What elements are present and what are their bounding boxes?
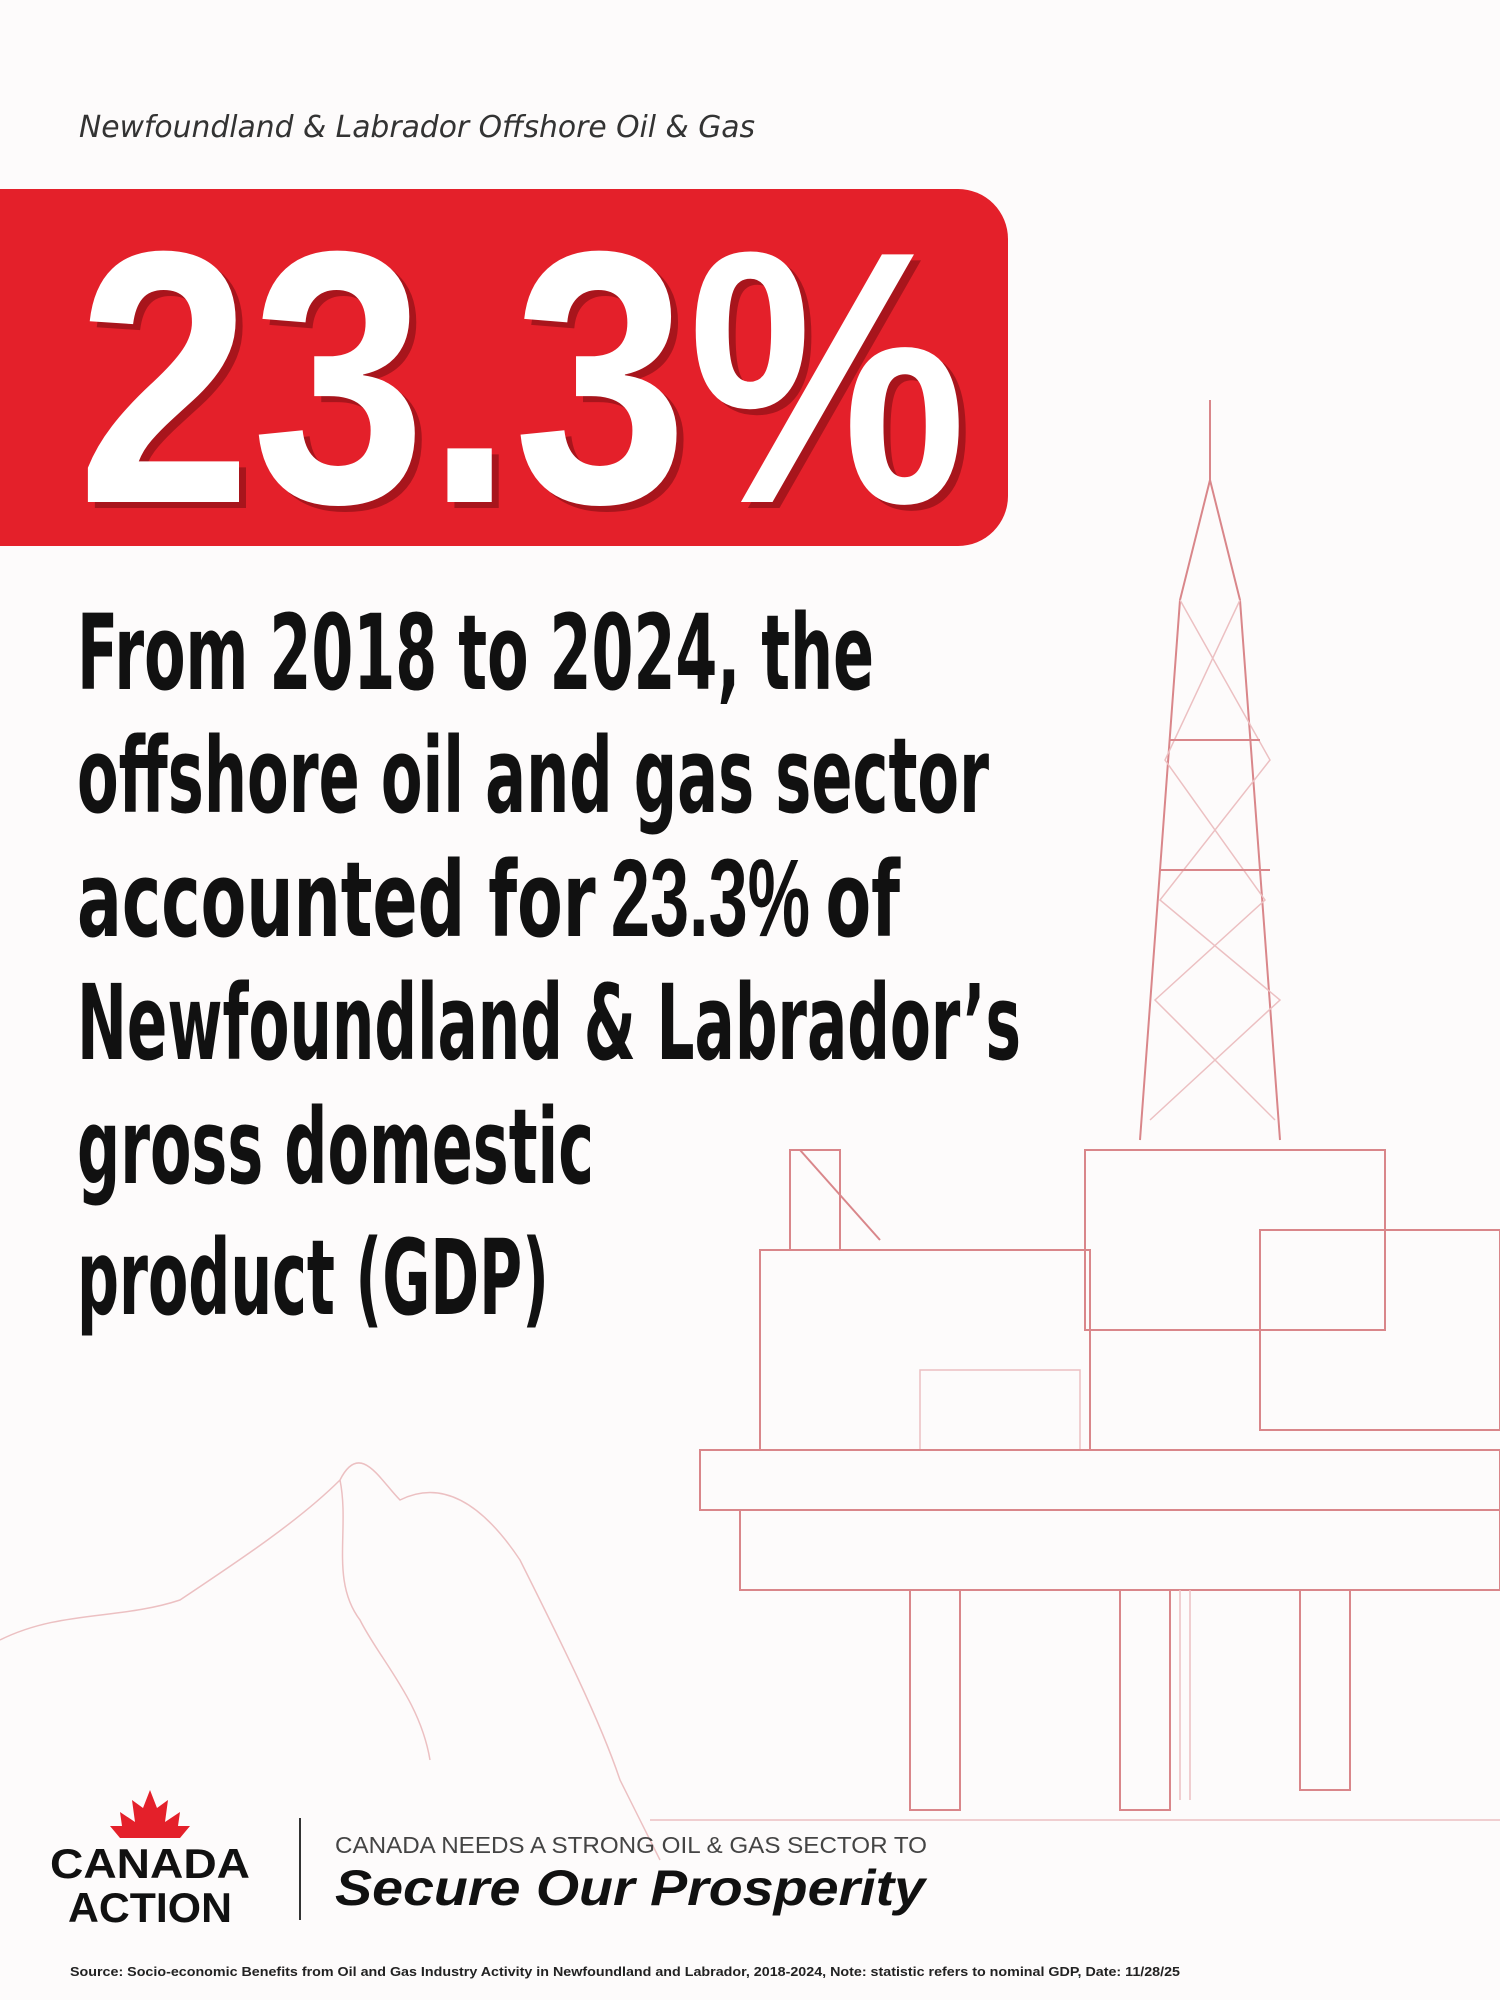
crane-boom: [799, 1149, 881, 1241]
rig-illustration: [0, 400, 1500, 1861]
headline-shadow: 23.3%: [84, 183, 974, 585]
module: [1259, 1229, 1500, 1431]
statement-line: offshore oil and gas sector: [77, 715, 989, 837]
crane-base: [789, 1149, 841, 1250]
derrick-bracing: [1149, 599, 1282, 1121]
statement-text: of: [825, 839, 901, 961]
statement-highlight: 23.3%: [611, 837, 810, 960]
rig-leg: [909, 1589, 961, 1811]
statement-line: Newfoundland & Labrador’s: [77, 962, 1021, 1084]
tagline-main: Secure Our Prosperity: [335, 1860, 927, 1916]
statement-line: accounted for23.3%of: [77, 837, 901, 961]
logo-text: CANADA: [50, 1840, 250, 1887]
rig-leg: [1119, 1589, 1171, 1811]
statement-line: From 2018 to 2024, the: [77, 592, 874, 714]
statement-line: product (GDP): [77, 1217, 549, 1339]
statement-line: gross domestic: [77, 1086, 594, 1208]
statement-text: accounted for: [77, 839, 596, 961]
tagline-top: CANADA NEEDS A STRONG OIL & GAS SECTOR T…: [335, 1832, 927, 1858]
iceberg-outline: [0, 1462, 661, 1861]
statement: From 2018 to 2024, the offshore oil and …: [77, 592, 1021, 1339]
source-note: Source: Socio-economic Benefits from Oil…: [70, 1964, 1180, 1979]
headline-stat: 23.3%: [77, 177, 967, 579]
logo-text: ACTION: [68, 1884, 232, 1931]
rig-leg: [1299, 1589, 1351, 1791]
maple-leaf: [110, 1790, 190, 1838]
iceberg-ridge: [339, 1479, 431, 1761]
headline-banner: [0, 189, 1008, 546]
module: [1084, 1149, 1386, 1331]
subtitle: Newfoundland & Labrador Offshore Oil & G…: [79, 110, 755, 145]
